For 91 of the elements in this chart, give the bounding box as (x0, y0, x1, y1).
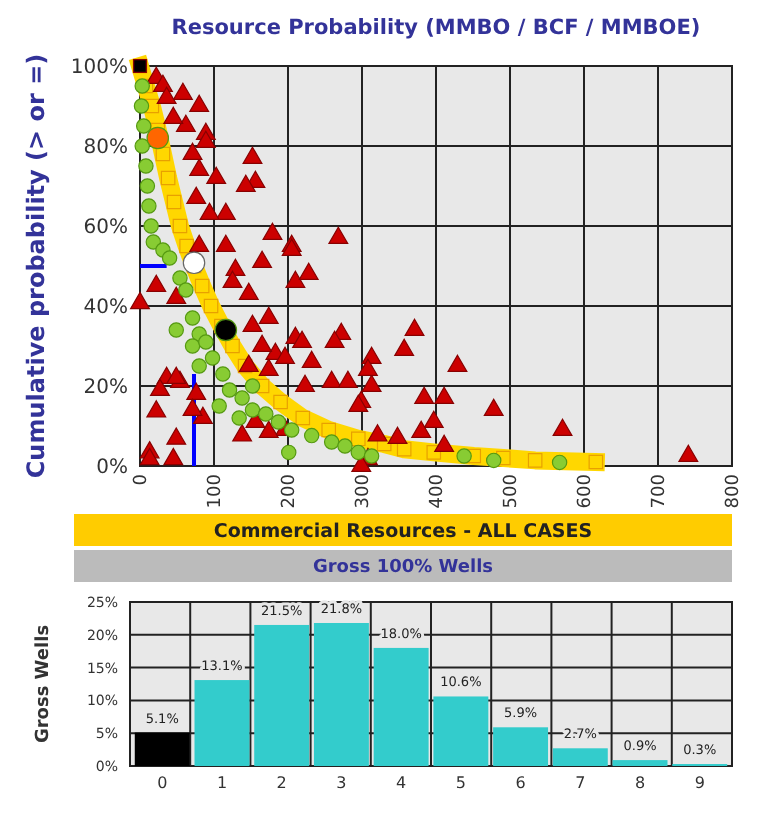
x-tick-label: 300 (354, 473, 375, 509)
point (588, 454, 604, 470)
y-tick-label: 0% (96, 457, 128, 479)
chart-subtitle: Gross 100% Wells (312, 558, 494, 579)
x-tick-label: 2 (276, 774, 287, 792)
chart-title: Resource Probability (MMBO / BCF / MMBOE) (171, 16, 701, 40)
point (211, 398, 227, 414)
y-tick-label: 20% (83, 377, 128, 399)
point (225, 338, 240, 354)
point (214, 318, 238, 342)
point (215, 366, 231, 382)
point (551, 454, 568, 471)
point (527, 453, 543, 468)
point (141, 198, 157, 214)
bar (493, 727, 549, 766)
title-banner: Commercial Resources - ALL CASES (74, 514, 732, 546)
point (281, 444, 297, 461)
bar (194, 680, 250, 766)
point (134, 138, 150, 154)
point (234, 390, 250, 406)
y-tick-label: 100% (70, 57, 128, 79)
x-tick-label: 4 (396, 774, 407, 792)
point (138, 158, 154, 174)
y-tick-label: 80% (83, 137, 128, 159)
bar (433, 696, 489, 766)
point (258, 406, 274, 422)
bar (373, 647, 429, 766)
x-tick-label: 8 (634, 774, 646, 792)
point (244, 402, 261, 418)
point (160, 170, 176, 186)
point (303, 427, 320, 444)
point (168, 322, 184, 338)
chart-title: Commercial Resources - ALL CASES (213, 520, 593, 543)
point (172, 270, 188, 286)
x-tick-label: 200 (280, 473, 301, 509)
point (198, 334, 214, 350)
x-tick-label: 9 (694, 774, 705, 792)
point (172, 218, 188, 234)
x-tick-label: 3 (336, 774, 347, 792)
x-tick-label: 6 (515, 774, 526, 792)
bar (612, 760, 668, 766)
x-tick-label: 400 (428, 473, 449, 509)
x-tick-label: 100 (206, 473, 227, 509)
point (204, 350, 221, 366)
point (178, 282, 194, 298)
point (166, 194, 182, 210)
x-tick-label: 700 (650, 473, 671, 509)
point (350, 444, 367, 461)
x-tick-label: 0 (157, 774, 168, 792)
point (270, 414, 287, 430)
y-tick-label: 40% (83, 297, 128, 319)
point (203, 298, 219, 314)
point (273, 394, 288, 410)
point (363, 448, 380, 464)
point (184, 310, 201, 326)
point (135, 118, 152, 134)
x-tick-label: 7 (575, 774, 586, 792)
point (283, 422, 300, 438)
point (194, 278, 210, 294)
bar (313, 622, 369, 766)
point (143, 218, 159, 234)
bar (134, 732, 190, 766)
subtitle-banner: Gross 100% Wells (74, 550, 732, 582)
bar (254, 624, 310, 766)
point (323, 434, 340, 450)
point (145, 234, 162, 250)
point (184, 338, 201, 354)
point (485, 452, 502, 469)
point (191, 358, 207, 374)
point (456, 448, 472, 464)
point (231, 410, 247, 426)
x-tick-label: 5 (455, 774, 466, 792)
point (139, 178, 156, 194)
point (295, 410, 311, 426)
point (337, 438, 353, 454)
point (146, 126, 170, 150)
x-tick-label: 0 (132, 473, 153, 486)
point (350, 431, 366, 447)
y-axis-title: Gross Wells (34, 624, 54, 744)
x-tick-label: 600 (576, 473, 597, 509)
point (221, 382, 238, 398)
point (182, 251, 206, 275)
point (161, 250, 178, 266)
x-tick-label: 800 (724, 473, 745, 509)
x-tick-label: 1 (216, 774, 228, 792)
point (244, 378, 261, 394)
bar (552, 748, 608, 766)
y-tick-label: 60% (83, 217, 128, 239)
point (133, 98, 150, 114)
x-tick-label: 500 (502, 473, 523, 509)
y-axis-title: Cumulative probability (> or =) (22, 53, 50, 479)
